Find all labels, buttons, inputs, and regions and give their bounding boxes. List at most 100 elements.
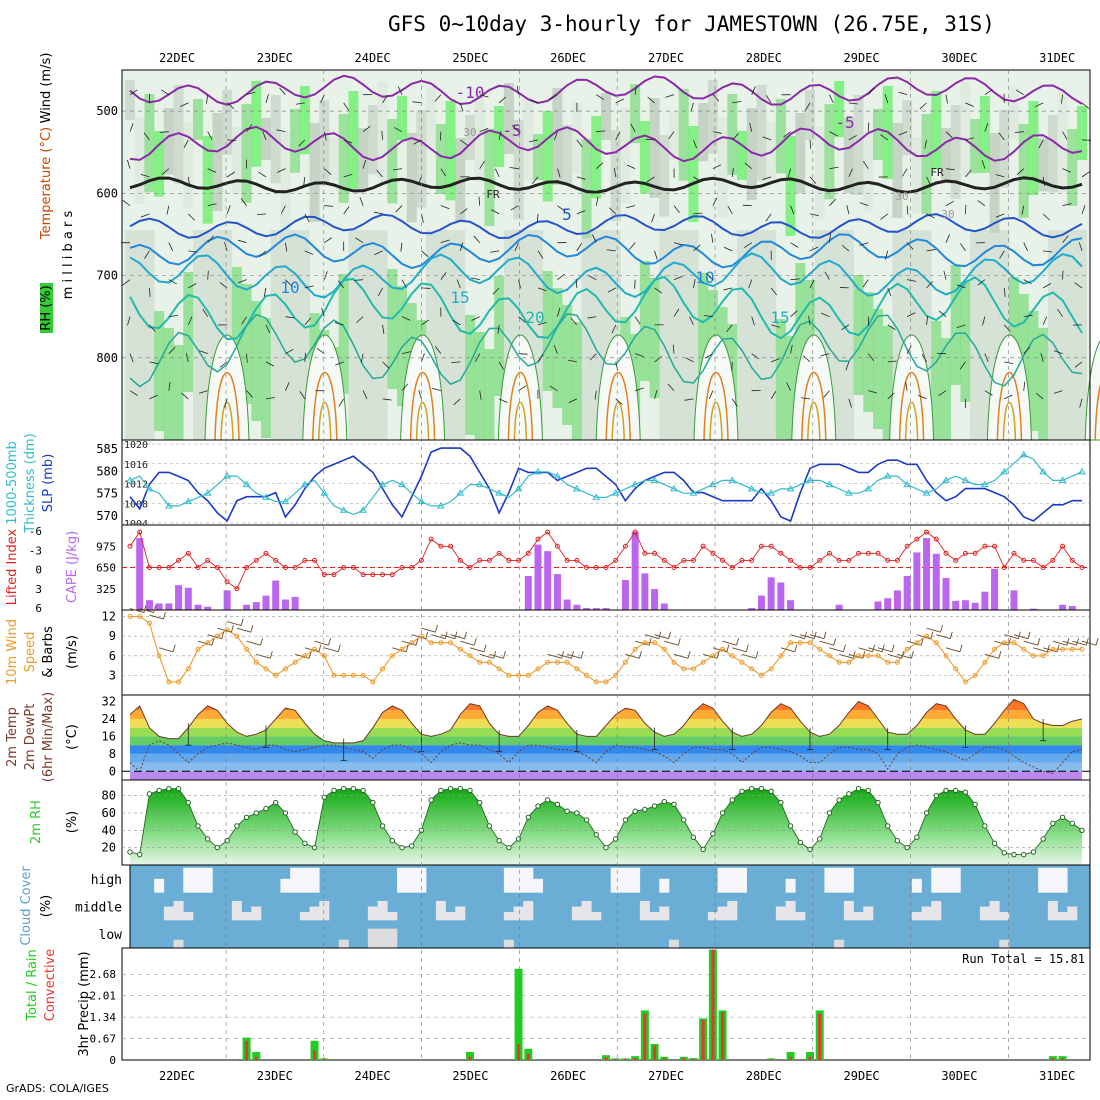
dewpoint-label-line: 2m DewPt <box>23 704 38 771</box>
cloud-low <box>669 939 679 948</box>
temperature-label-line: Temperature (°C) <box>39 127 54 240</box>
li-point <box>438 543 444 549</box>
cloud-high <box>630 867 641 893</box>
wind-barb <box>304 647 319 653</box>
cloud-middle <box>251 906 262 921</box>
wind-barb <box>907 640 922 646</box>
thickness-point <box>514 484 523 492</box>
li-point <box>263 550 269 556</box>
rh-shade <box>319 100 330 186</box>
wind-barb <box>188 250 198 253</box>
wind-speed-point <box>341 672 347 678</box>
wind-barb <box>143 132 150 141</box>
wind-label-line: 10m Wind <box>5 619 20 685</box>
wind-barb <box>425 631 429 639</box>
rh-shade <box>377 82 388 182</box>
wind-barb <box>557 653 572 659</box>
wind-barb <box>1013 634 1029 640</box>
wind-barb <box>945 234 950 243</box>
rh-shade <box>494 106 505 167</box>
thickness-point <box>378 480 387 488</box>
li-point <box>467 565 473 570</box>
precip-total-bar <box>514 968 523 1060</box>
rh-shade <box>406 133 417 223</box>
wind-barb <box>887 324 896 330</box>
cape-bar <box>923 538 931 610</box>
wind-barb <box>444 631 448 639</box>
cloud-high <box>202 867 213 893</box>
rh-shade <box>387 119 398 204</box>
wind-speed-point <box>652 640 658 646</box>
wind-barb <box>891 644 895 652</box>
cloud-high <box>911 878 922 893</box>
precip-convective-bar <box>769 1059 773 1060</box>
slp-label-line: SLP (mb) <box>41 454 56 513</box>
rh-shade <box>562 305 573 425</box>
rh-shade <box>727 94 738 175</box>
cloud-low <box>387 928 398 948</box>
wind-barb <box>440 205 450 210</box>
cloud-middle <box>999 912 1010 921</box>
wind-barb <box>161 168 170 175</box>
wind-barb <box>479 160 485 169</box>
x-date-bottom: 31DEC <box>1039 1069 1075 1083</box>
wind-barb <box>401 640 417 646</box>
wind-barb <box>295 102 305 105</box>
wind-barb <box>460 208 468 215</box>
wind-barb <box>808 315 811 325</box>
li-point <box>205 557 211 563</box>
temp-tick: 8 <box>109 747 116 761</box>
wind-barb <box>787 168 791 178</box>
contour-label: 10 <box>280 278 299 297</box>
wind-barb <box>226 171 235 178</box>
wind-barb <box>153 605 157 613</box>
rh-shade <box>1067 129 1078 207</box>
temperature-isotherm <box>129 125 1083 163</box>
wind-barb <box>744 162 752 169</box>
wind-barb <box>1072 640 1087 646</box>
wind-barb <box>842 644 846 652</box>
wind-barb <box>982 316 986 326</box>
rh-tick: 80 <box>102 789 116 803</box>
wind-speed-point <box>933 640 939 646</box>
wind-speed-point <box>195 646 201 652</box>
cloud-middle <box>445 912 456 921</box>
rh-point <box>399 844 405 851</box>
temp-contour-warm <box>220 402 234 441</box>
wind-barb <box>567 359 577 363</box>
wind-barb <box>473 235 481 243</box>
li-point <box>380 572 386 578</box>
wind-barb <box>335 361 344 366</box>
rh-point <box>331 787 337 794</box>
wind-barb <box>122 279 131 286</box>
cape-bar <box>621 579 629 610</box>
rh-point <box>914 834 920 840</box>
wind-barb <box>751 86 756 95</box>
wind-barb <box>926 249 936 252</box>
wind-barb <box>417 176 422 186</box>
x-date-top: 30DEC <box>941 51 977 65</box>
wind-barb <box>829 647 844 653</box>
wind-barb <box>984 390 993 396</box>
wind-barb <box>634 279 636 289</box>
wind-barb <box>920 638 924 646</box>
rh-shade <box>882 326 893 446</box>
li-point <box>389 572 395 578</box>
rh-shade <box>144 94 155 193</box>
precip-convective-bar <box>526 1053 530 1060</box>
li-point <box>477 557 483 563</box>
rh-shade <box>465 115 475 161</box>
rh-shade <box>338 274 349 394</box>
wind-barb <box>324 647 339 653</box>
li-point <box>817 557 823 563</box>
precip-conv-label: Convective <box>43 949 58 1022</box>
cloud-middle <box>571 906 582 921</box>
thickness-point <box>592 493 601 500</box>
wind-barb <box>1046 644 1050 652</box>
rh-shade <box>358 128 369 191</box>
wind-barb <box>354 279 364 281</box>
wind-barb <box>561 651 565 659</box>
rh-point <box>865 787 871 794</box>
thickness-point <box>475 480 484 488</box>
wind-speed-point <box>1069 646 1075 652</box>
